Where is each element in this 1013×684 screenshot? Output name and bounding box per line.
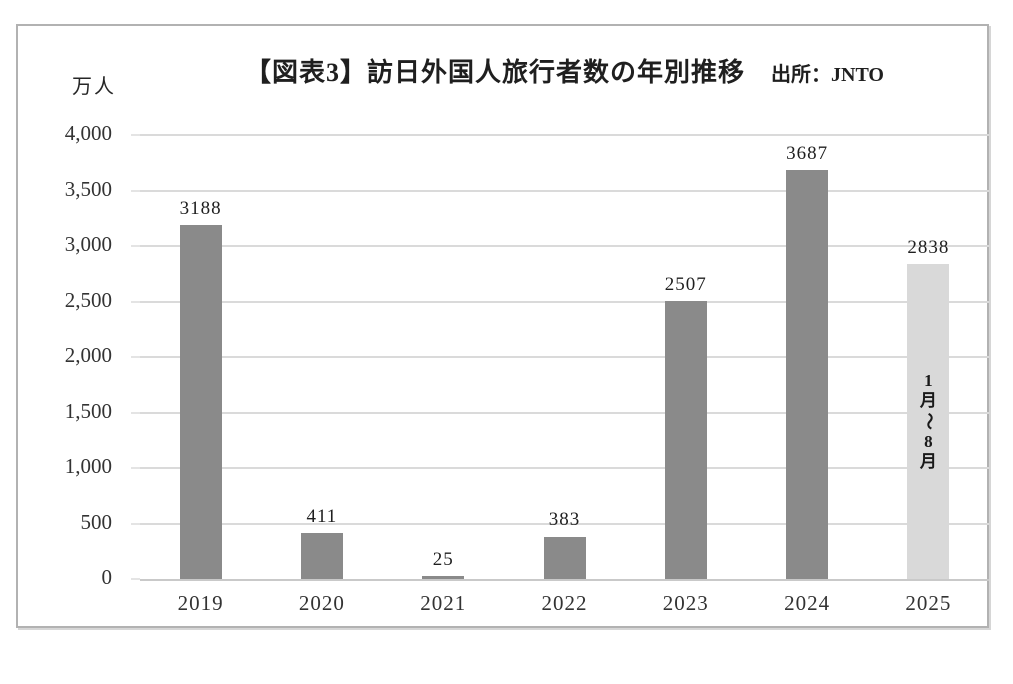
bar-2019	[179, 225, 222, 579]
x-axis-label-2025: 2025	[905, 591, 952, 615]
x-axis-label-2023: 2023	[662, 591, 709, 615]
x-axis-label-2021: 2021	[420, 591, 467, 615]
y-axis-unit-label: 万人	[72, 76, 116, 98]
bar-value-label-2019: 3188	[179, 198, 222, 220]
chart-source-text: 出所：JNTO	[771, 64, 884, 86]
y-axis-label-4,000: 4,000	[64, 121, 112, 145]
chart-title-text: 【図表3】訪日外国人旅行者数の年別推移	[245, 58, 746, 87]
y-axis-label-1,000: 1,000	[64, 454, 112, 478]
bar-annotation-char: 月	[919, 452, 937, 472]
bar-annotation-char: 1	[924, 370, 933, 390]
y-axis-label-2,000: 2,000	[64, 343, 112, 367]
plot-area: 1 月〜 8 月	[131, 134, 989, 581]
y-tickmark-2500	[131, 300, 140, 303]
x-axis-label-2022: 2022	[541, 591, 588, 615]
y-tickmark-500	[131, 522, 140, 525]
bar-2023	[664, 300, 707, 579]
y-tickmark-0	[131, 578, 140, 580]
gridline-1500	[140, 411, 989, 414]
bar-annotation-char: 月	[919, 390, 937, 410]
gridline-500	[140, 522, 989, 525]
bar-annotation-char: 8	[924, 431, 933, 451]
y-tickmark-3500	[131, 189, 140, 192]
gridline-1000	[140, 467, 989, 469]
y-tickmark-4000	[131, 134, 140, 136]
bar-value-label-2022: 383	[548, 509, 581, 531]
x-axis-label-2019: 2019	[177, 591, 224, 615]
y-tickmark-3000	[131, 245, 140, 247]
y-tickmark-1000	[131, 467, 140, 469]
bar-value-label-2023: 2507	[664, 273, 707, 295]
bar-value-label-2024: 3687	[786, 142, 829, 164]
bar-2022	[543, 536, 586, 579]
y-axis-label-3,500: 3,500	[64, 176, 112, 201]
y-axis-label-0: 0	[101, 565, 113, 589]
chart-title: 【図表3】訪日外国人旅行者数の年別推移 出所：JNTO	[140, 52, 989, 89]
bar-value-label-2020: 411	[306, 506, 338, 528]
y-axis-label-500: 500	[80, 509, 113, 534]
y-tickmark-2000	[131, 356, 140, 358]
bar-2024	[786, 169, 829, 579]
y-tickmark-1500	[131, 411, 140, 414]
bar-annotation-2025: 1 月〜 8 月	[907, 264, 949, 579]
gridline-2000	[140, 356, 989, 358]
gridline-4000	[140, 134, 989, 136]
gridline-2500	[140, 300, 989, 303]
y-axis-label-1,500: 1,500	[64, 398, 112, 423]
gridline-3500	[140, 189, 989, 192]
y-axis-label-2,500: 2,500	[64, 287, 112, 312]
x-axis-label-2024: 2024	[784, 591, 831, 615]
bar-2021	[422, 576, 465, 579]
y-axis-label-3,000: 3,000	[64, 232, 112, 256]
bar-2025	[907, 263, 950, 579]
bar-value-label-2025: 2838	[907, 236, 950, 258]
bar-value-label-2021: 25	[432, 549, 454, 571]
bar-2020	[300, 533, 343, 579]
x-axis-label-2020: 2020	[298, 591, 345, 615]
gridline-3000	[140, 245, 989, 247]
bar-annotation-char: 〜	[919, 412, 939, 430]
